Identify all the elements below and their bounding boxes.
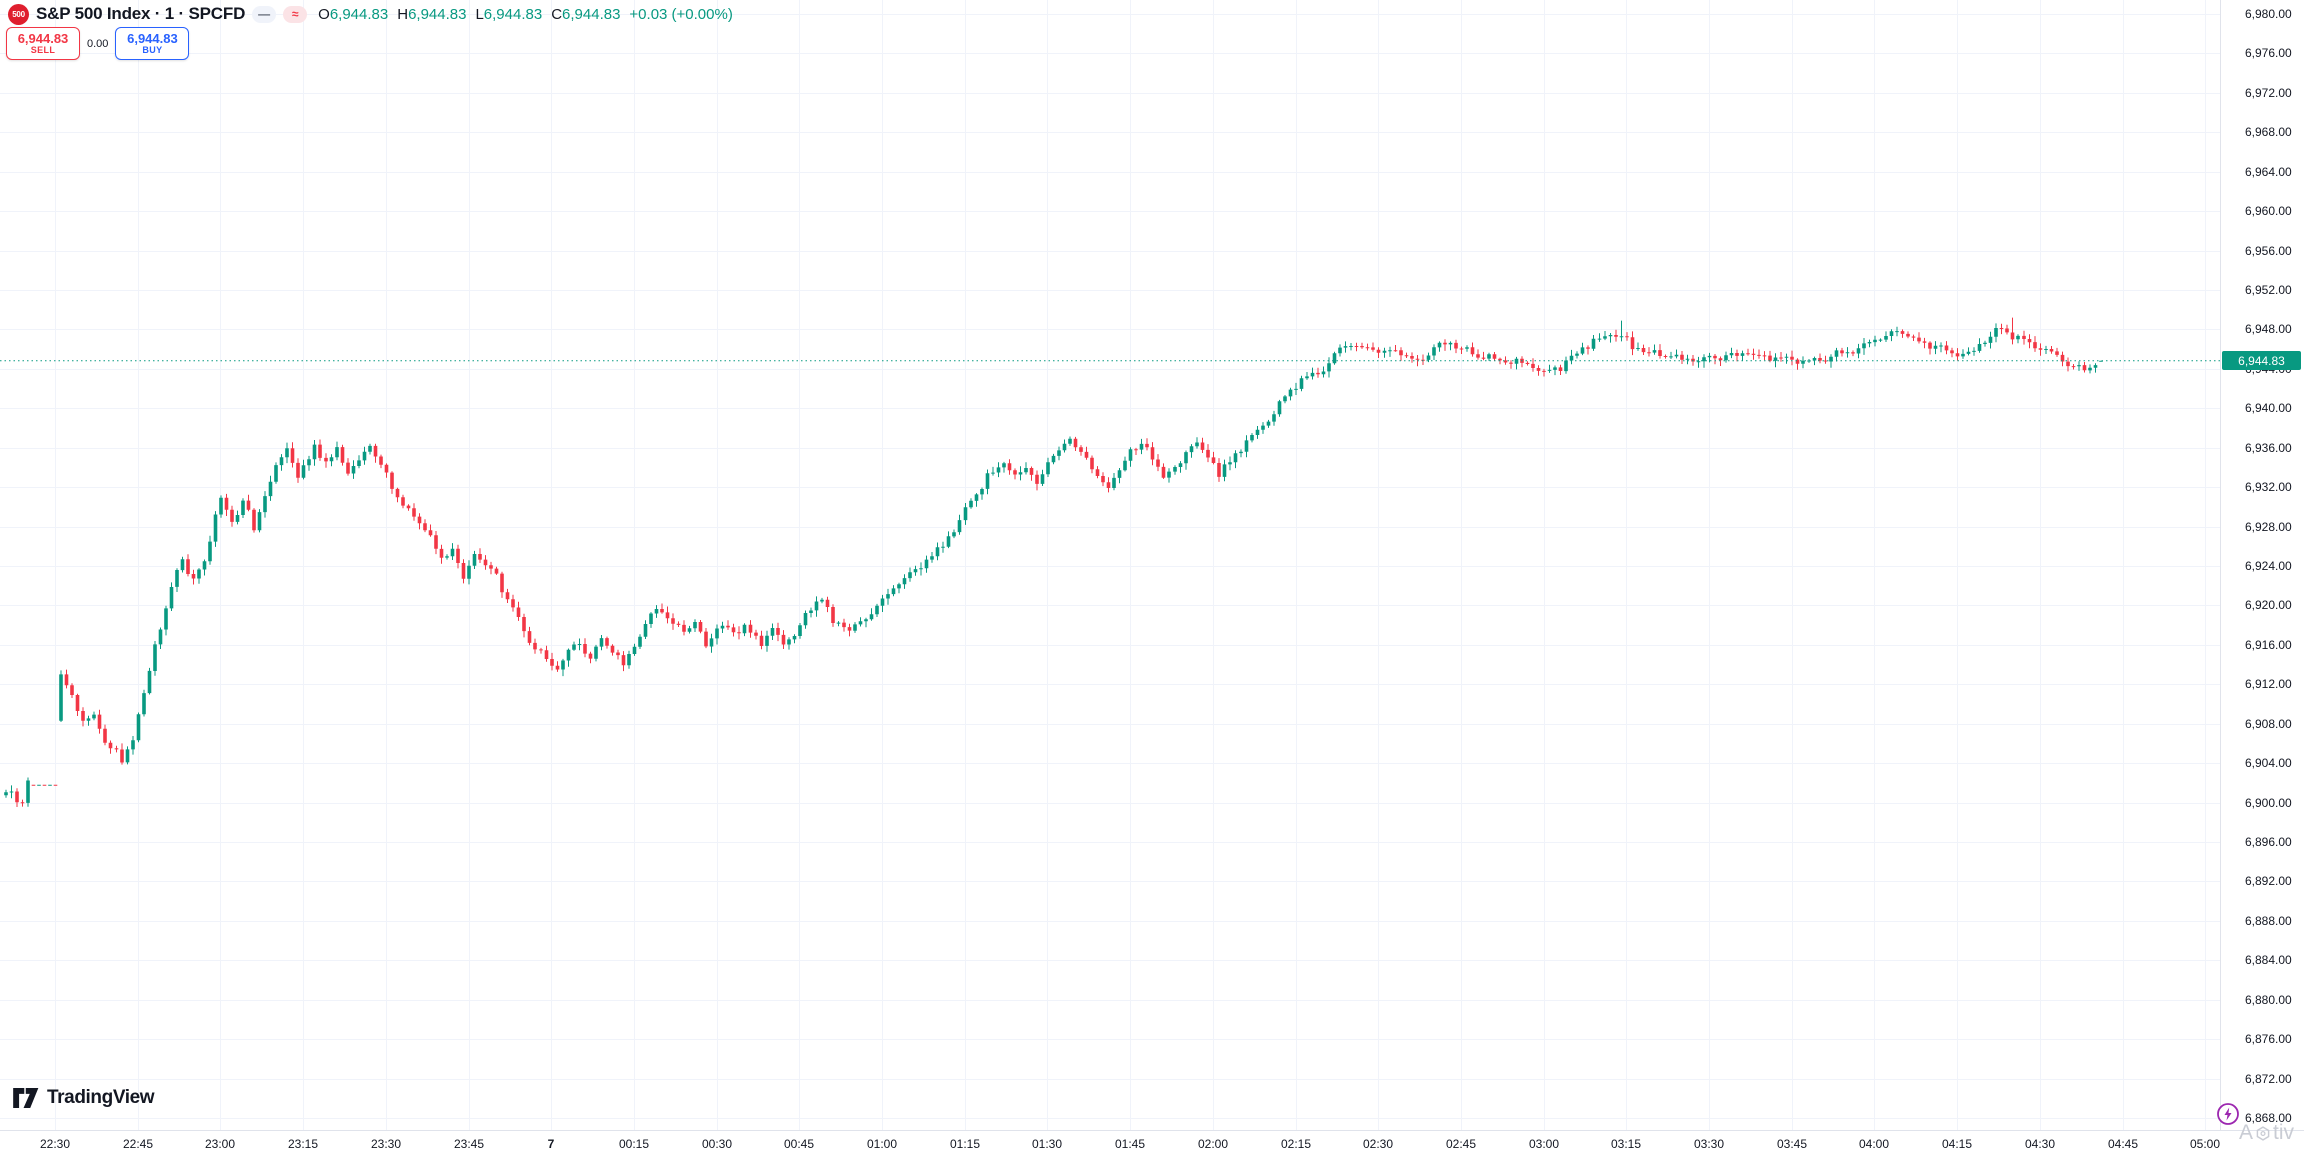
low-value: 6,944.83 xyxy=(483,5,543,23)
time-axis-label: 00:15 xyxy=(618,1137,650,1151)
price-axis-label: 6,940.00 xyxy=(2245,401,2292,416)
price-axis-label: 6,928.00 xyxy=(2245,519,2292,534)
time-axis-label: 03:45 xyxy=(1776,1137,1808,1151)
time-axis-label: 01:00 xyxy=(866,1137,898,1151)
close-value: 6,944.83 xyxy=(562,5,621,23)
time-axis-label: 03:00 xyxy=(1528,1137,1560,1151)
price-axis-label: 6,904.00 xyxy=(2245,756,2292,771)
time-axis-label: 23:30 xyxy=(370,1137,402,1151)
ohlc-readout: O6,944.83 H6,944.83 L6,944.83 C6,944.83 … xyxy=(318,6,733,23)
realtime-bolt-icon[interactable] xyxy=(2216,1102,2240,1131)
price-axis-label: 6,876.00 xyxy=(2245,1032,2292,1047)
price-axis-label: 6,980.00 xyxy=(2245,7,2292,21)
price-axis-label: 6,880.00 xyxy=(2245,992,2292,1007)
price-axis-label: 6,964.00 xyxy=(2245,164,2292,179)
time-axis-label: 01:15 xyxy=(949,1137,981,1151)
buy-button[interactable]: 6,944.83 BUY xyxy=(115,27,190,60)
price-axis-label: 6,916.00 xyxy=(2245,637,2292,652)
price-axis-label: 6,892.00 xyxy=(2245,874,2292,889)
time-axis-label: 02:30 xyxy=(1362,1137,1394,1151)
spread-value: 0.00 xyxy=(87,37,109,50)
hexagon-icon xyxy=(2256,1125,2270,1141)
low-label: L xyxy=(475,5,484,23)
price-axis-label: 6,976.00 xyxy=(2245,46,2292,61)
price-axis-label: 6,888.00 xyxy=(2245,913,2292,928)
price-axis-label: 6,936.00 xyxy=(2245,440,2292,455)
price-axis-label: 6,972.00 xyxy=(2245,85,2292,100)
price-axis-label: 6,952.00 xyxy=(2245,282,2292,297)
time-axis-label: 22:30 xyxy=(39,1137,71,1151)
time-axis-label: 05:00 xyxy=(2189,1137,2221,1151)
delayed-data-icon[interactable]: ≈ xyxy=(283,5,308,23)
time-axis-label: 7 xyxy=(547,1137,555,1151)
time-axis-label: 00:30 xyxy=(701,1137,733,1151)
price-axis-label: 6,912.00 xyxy=(2245,677,2292,692)
sell-label: SELL xyxy=(30,44,56,55)
open-value: 6,944.83 xyxy=(329,5,389,23)
change-value: +0.03 (+0.00%) xyxy=(629,5,733,23)
time-axis-label: 03:30 xyxy=(1693,1137,1725,1151)
time-axis-label: 22:45 xyxy=(122,1137,154,1151)
time-axis-label: 02:45 xyxy=(1445,1137,1477,1151)
time-axis-label: 04:45 xyxy=(2107,1137,2139,1151)
price-axis-label: 6,960.00 xyxy=(2245,204,2292,219)
trade-panel: 6,944.83 SELL 0.00 6,944.83 BUY xyxy=(6,27,190,60)
price-axis-label: 6,872.00 xyxy=(2245,1071,2292,1086)
time-axis-label: 04:00 xyxy=(1858,1137,1890,1151)
price-axis-label: 6,968.00 xyxy=(2245,125,2292,140)
price-axis-label: 6,900.00 xyxy=(2245,795,2292,810)
time-axis-label: 02:00 xyxy=(1197,1137,1229,1151)
buy-price: 6,944.83 xyxy=(127,30,178,46)
price-axis[interactable]: 6,980.00 6,976.00 6,972.00 6,968.00 6,964.00… xyxy=(2220,0,2304,1130)
sell-button[interactable]: 6,944.83 SELL xyxy=(6,27,80,60)
price-axis-label: 6,908.00 xyxy=(2245,716,2292,731)
time-axis-label: 04:15 xyxy=(1941,1137,1973,1151)
price-axis-label: 6,896.00 xyxy=(2245,834,2292,849)
time-axis-label: 23:00 xyxy=(204,1137,236,1151)
time-axis-label: 00:45 xyxy=(783,1137,815,1151)
price-axis-label: 6,948.00 xyxy=(2245,322,2292,337)
time-axis[interactable]: 22:30 22:45 23:00 23:15 23:30 23:45 7 00:15 00:3… xyxy=(0,1130,2304,1156)
time-axis-label: 01:45 xyxy=(1114,1137,1146,1151)
sp500-logo-icon: 500 xyxy=(8,3,29,25)
high-value: 6,944.83 xyxy=(408,5,467,23)
current-price-tag: 6,944.83 xyxy=(2222,351,2301,371)
activation-watermark: A tiv xyxy=(2239,1121,2294,1145)
tradingview-logo[interactable]: TradingView xyxy=(13,1087,155,1109)
time-axis-label: 03:15 xyxy=(1610,1137,1642,1151)
price-axis-label: 6,868.00 xyxy=(2245,1110,2292,1125)
watermark-text-suffix: tiv xyxy=(2273,1121,2295,1144)
time-axis-label: 23:15 xyxy=(287,1137,319,1151)
high-label: H xyxy=(397,5,409,23)
open-label: O xyxy=(318,5,330,23)
sell-price: 6,944.83 xyxy=(17,30,69,46)
price-axis-label: 6,884.00 xyxy=(2245,953,2292,968)
watermark-text-prefix: A xyxy=(2239,1121,2254,1144)
time-axis-label: 04:30 xyxy=(2024,1137,2056,1151)
price-axis-label: 6,924.00 xyxy=(2245,558,2292,573)
tradingview-logo-icon xyxy=(13,1088,39,1108)
time-axis-label: 01:30 xyxy=(1031,1137,1063,1151)
time-axis-label: 02:15 xyxy=(1280,1137,1312,1151)
tradingview-logo-text: TradingView xyxy=(47,1087,155,1108)
price-axis-label: 6,956.00 xyxy=(2245,243,2292,258)
dash-indicator-icon[interactable]: — xyxy=(252,5,277,23)
price-axis-label: 6,932.00 xyxy=(2245,480,2292,495)
close-label: C xyxy=(551,5,563,23)
time-axis-label: 23:45 xyxy=(453,1137,485,1151)
symbol-title[interactable]: S&P 500 Index · 1 · SPCFD xyxy=(36,4,246,23)
price-axis-label: 6,920.00 xyxy=(2245,598,2292,613)
symbol-legend: 500 S&P 500 Index · 1 · SPCFD — ≈ O6,944… xyxy=(8,3,733,25)
buy-label: BUY xyxy=(142,44,163,55)
candlestick-chart[interactable] xyxy=(0,0,2220,1130)
